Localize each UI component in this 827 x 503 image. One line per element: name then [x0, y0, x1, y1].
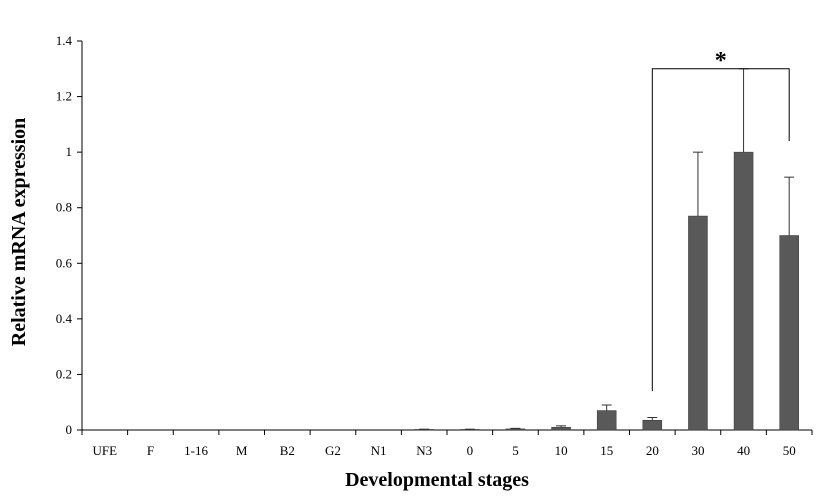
bar — [505, 428, 526, 431]
bar — [596, 410, 617, 431]
x-tick-label: N3 — [416, 443, 432, 458]
bar — [642, 420, 663, 431]
y-tick-label: 0.4 — [56, 311, 73, 326]
significance-bracket — [651, 68, 790, 392]
bar — [733, 151, 754, 431]
y-tick-label: 0.6 — [56, 255, 73, 270]
x-tick-label: N1 — [371, 443, 387, 458]
x-tick-label: G2 — [325, 443, 341, 458]
y-tick-label: 0 — [66, 422, 73, 437]
x-tick-label: 10 — [555, 443, 568, 458]
bar — [551, 426, 571, 431]
y-tick-label: 1.2 — [56, 89, 72, 104]
x-tick-label: 50 — [783, 443, 796, 458]
x-tick-label: 40 — [737, 443, 750, 458]
x-tick-label: 5 — [512, 443, 519, 458]
x-axis-title: Developmental stages — [345, 469, 529, 491]
plot-area: 0 0.2 0.4 0.6 0.8 1 1.2 1.4 UFE F 1-16 M B2 G2 N1 N3 0 5 1… — [56, 33, 813, 458]
x-tick-label: 1-16 — [184, 443, 208, 458]
y-tick-label: 0.8 — [56, 200, 72, 215]
y-tick-label: 1.4 — [56, 33, 73, 48]
x-tick-label: B2 — [280, 443, 295, 458]
y-tick-label: 0.2 — [56, 366, 72, 381]
x-tick-label: UFE — [93, 443, 118, 458]
significance-label: * — [715, 48, 727, 74]
y-tick-label: 1 — [66, 144, 73, 159]
x-tick-label: 20 — [646, 443, 659, 458]
bar — [779, 235, 799, 431]
x-tick-label: 0 — [467, 443, 474, 458]
bar — [688, 215, 708, 431]
y-axis-title: Relative mRNA expression — [8, 118, 30, 347]
x-tick-label: 30 — [691, 443, 704, 458]
x-tick-label: M — [236, 443, 248, 458]
x-tick-label: F — [147, 443, 154, 458]
x-tick-label: 15 — [600, 443, 613, 458]
